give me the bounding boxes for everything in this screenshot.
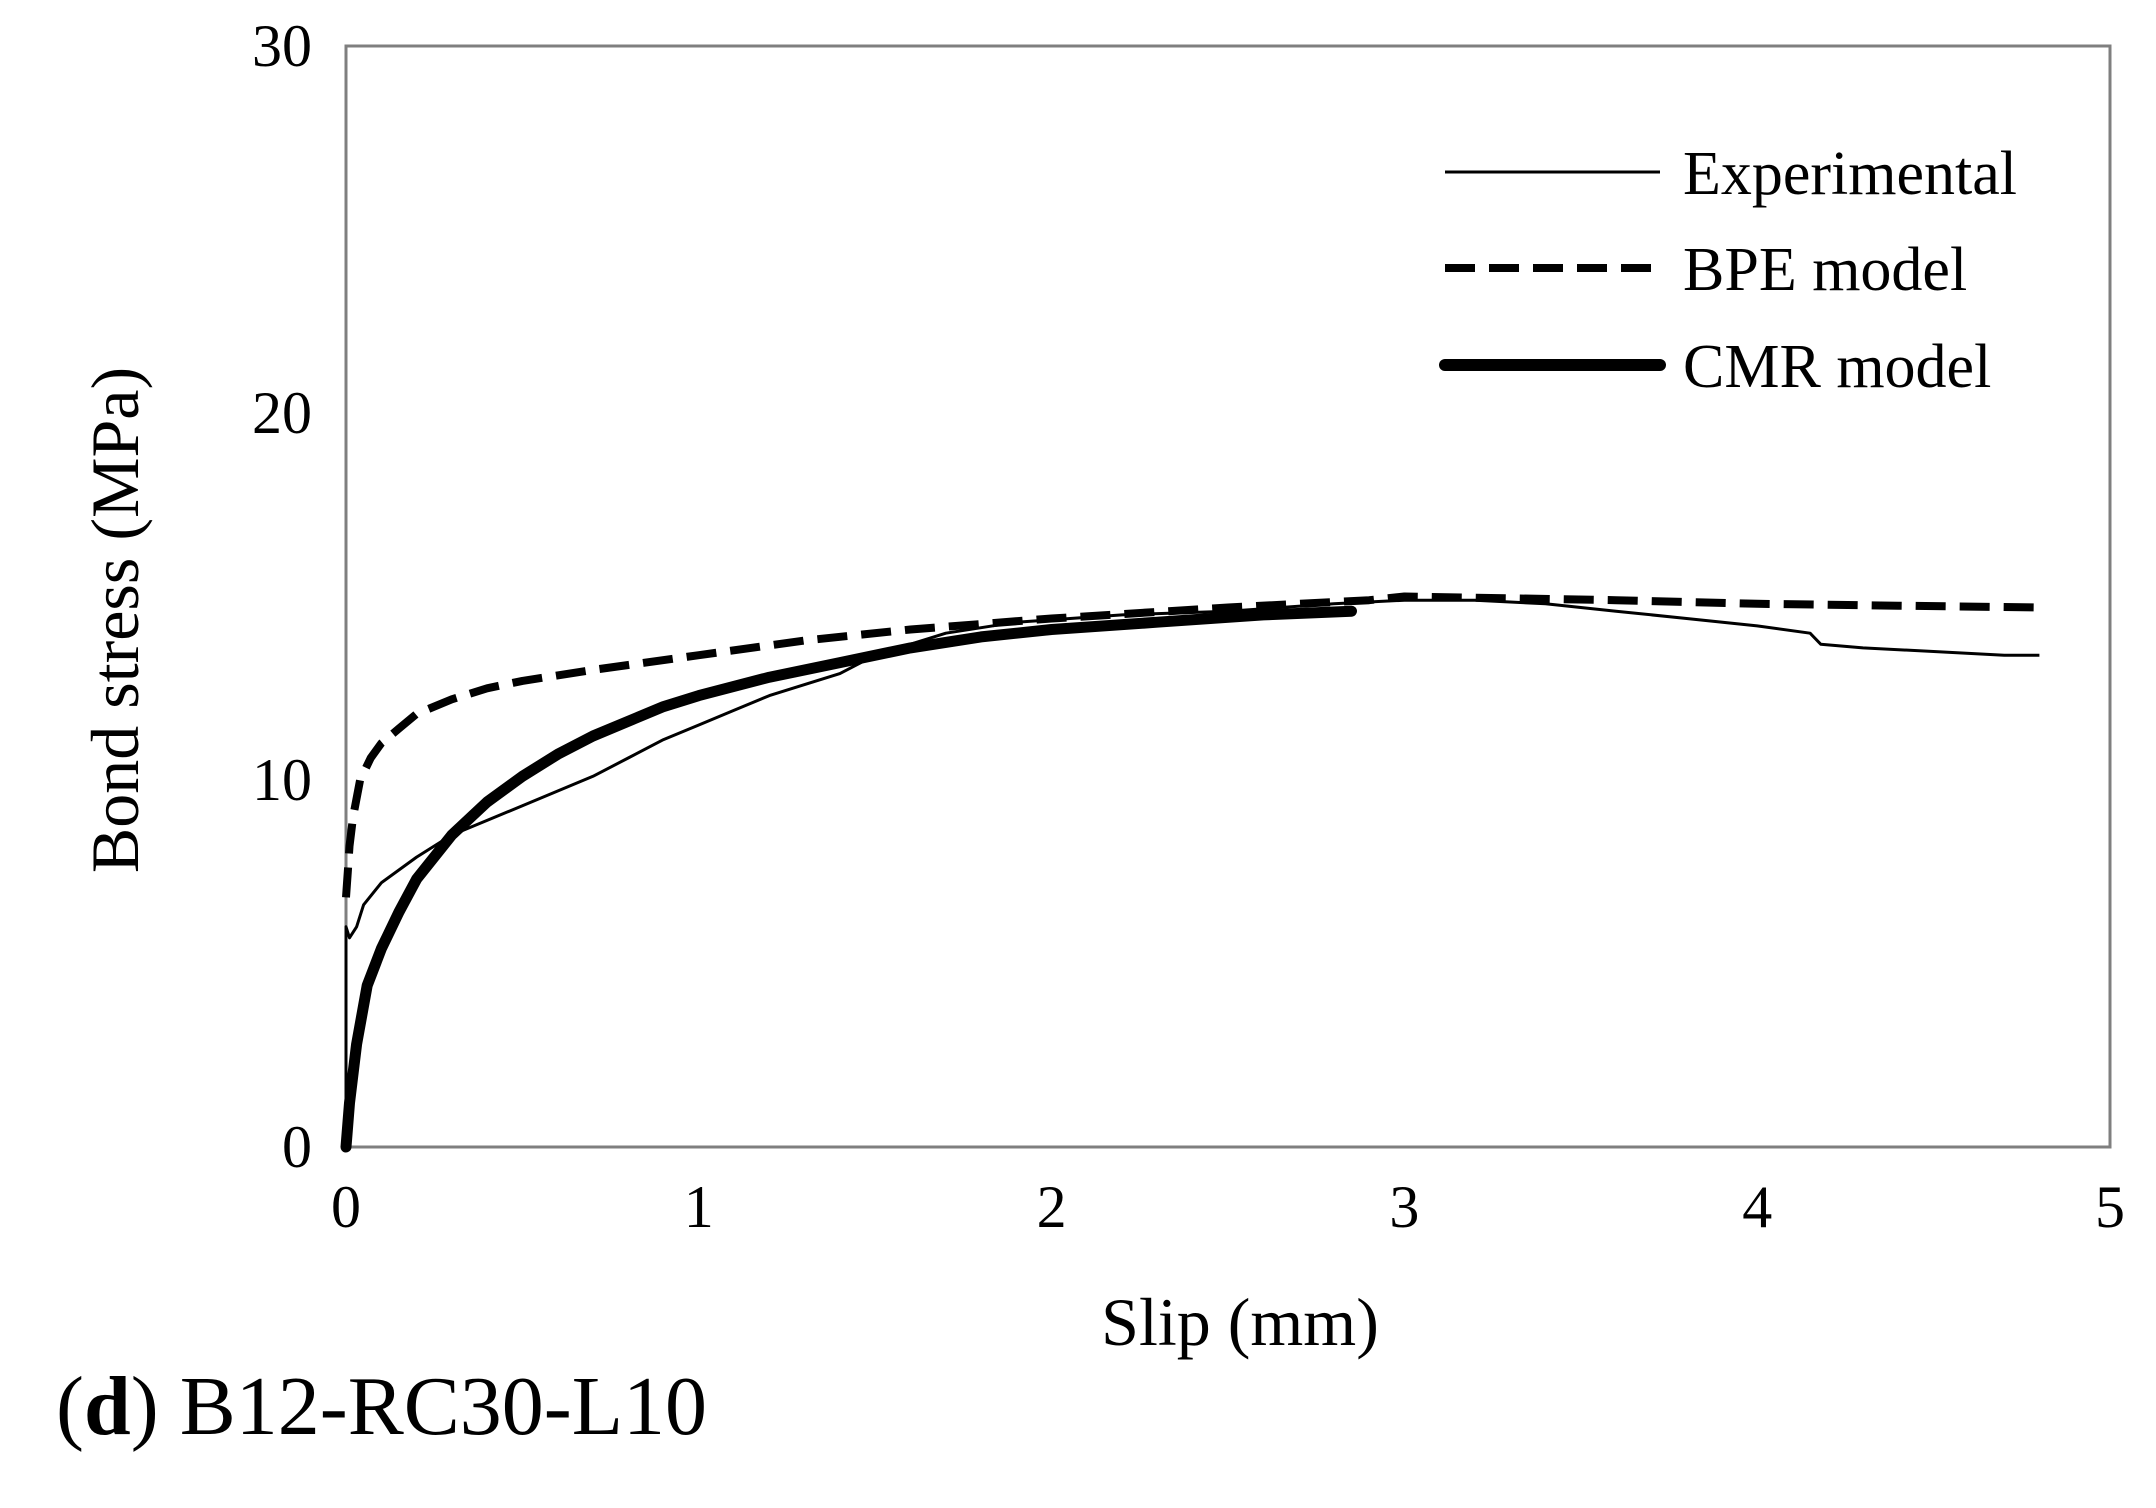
x-tick-label: 2 (1037, 1174, 1067, 1240)
x-tick-label: 5 (2095, 1174, 2125, 1240)
legend-label-cmr-model: CMR model (1683, 333, 1991, 401)
x-tick-label: 0 (331, 1174, 361, 1240)
x-tick-label: 4 (1742, 1174, 1772, 1240)
x-tick-label: 1 (684, 1174, 714, 1240)
y-tick-label: 20 (252, 380, 312, 446)
caption-title: B12-RC30-L10 (179, 1360, 708, 1453)
y-axis-title: Bond stress (MPa) (77, 367, 153, 873)
legend: Experimental BPE model CMR model (1439, 140, 2017, 401)
figure-caption: (d) B12-RC30-L10 (56, 1360, 708, 1453)
y-axis-ticks: 0 10 20 30 (252, 13, 312, 1180)
y-tick-label: 0 (282, 1114, 312, 1180)
x-axis-ticks: 0 1 2 3 4 5 (331, 1174, 2125, 1240)
series-line-cmr-model (340, 605, 1357, 1153)
y-tick-label: 30 (252, 13, 312, 79)
series-line-bpe-model (342, 592, 2040, 898)
series-line-experimental (344, 598, 2040, 1147)
y-tick-label: 10 (252, 747, 312, 813)
caption-panel-letter: d (83, 1360, 131, 1453)
legend-label-experimental: Experimental (1683, 140, 2017, 208)
legend-label-bpe-model: BPE model (1683, 236, 1967, 304)
x-axis-title: Slip (mm) (1101, 1284, 1379, 1360)
plot-area-frame (344, 44, 2112, 1149)
series-layer (340, 592, 2040, 1153)
x-tick-label: 3 (1389, 1174, 1419, 1240)
